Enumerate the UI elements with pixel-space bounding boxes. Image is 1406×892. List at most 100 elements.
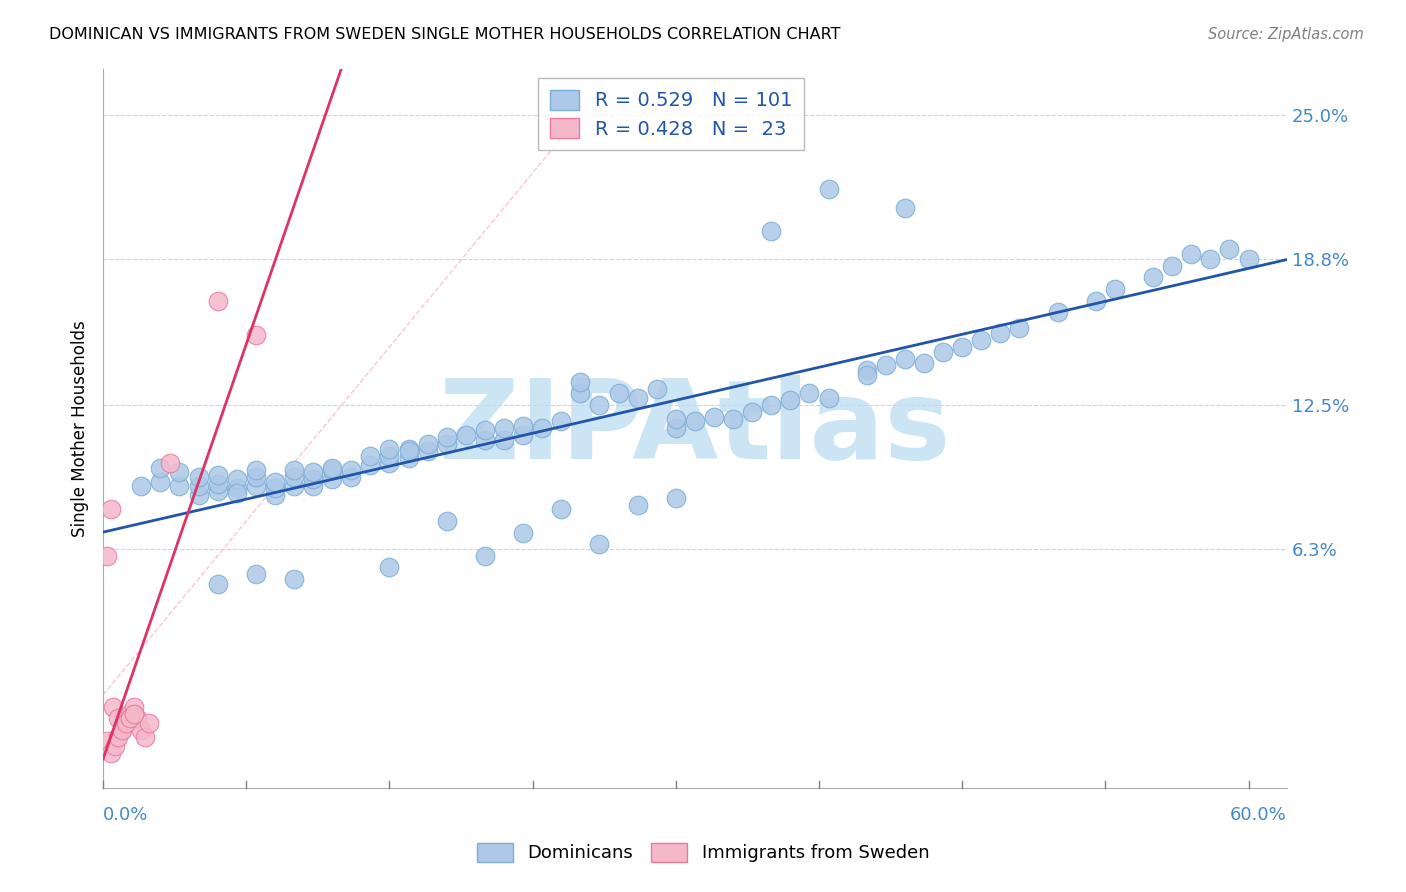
Point [131,479,153,493]
Point [436,437,458,451]
Point [264,488,287,502]
Point [283,470,305,484]
Point [149,460,172,475]
Point [970,333,993,347]
Point [264,482,287,496]
Point [187,488,209,502]
Point [169,465,191,479]
Point [187,470,209,484]
Point [118,706,141,721]
Point [627,391,650,405]
Point [111,723,134,737]
Point [321,460,343,475]
Point [1142,270,1164,285]
Point [761,224,783,238]
Point [550,502,572,516]
Point [875,359,897,373]
Point [118,711,141,725]
Point [855,363,877,377]
Y-axis label: Single Mother Households: Single Mother Households [72,319,89,536]
Point [894,201,917,215]
Point [207,467,229,482]
Point [398,451,420,466]
Point [799,386,821,401]
Legend: Dominicans, Immigrants from Sweden: Dominicans, Immigrants from Sweden [470,836,936,870]
Point [950,340,973,354]
Point [1237,252,1260,266]
Point [398,442,420,456]
Point [115,715,138,730]
Point [207,483,229,498]
Point [741,405,763,419]
Point [245,567,267,582]
Point [761,398,783,412]
Point [817,182,839,196]
Text: 60.0%: 60.0% [1230,806,1286,824]
Point [665,412,688,426]
Point [225,482,247,496]
Point [107,730,129,744]
Point [932,344,955,359]
Point [245,463,267,477]
Point [1104,282,1126,296]
Text: ZIPAtlas: ZIPAtlas [439,375,950,482]
Point [264,475,287,489]
Point [122,706,145,721]
Point [107,711,129,725]
Point [127,711,149,725]
Point [169,479,191,493]
Point [245,328,267,343]
Point [607,386,630,401]
Point [627,498,650,512]
Point [378,449,401,463]
Point [474,433,496,447]
Point [779,393,801,408]
Point [321,463,343,477]
Point [340,470,363,484]
Point [149,475,172,489]
Point [359,449,381,463]
Point [531,421,554,435]
Point [283,572,305,586]
Text: Source: ZipAtlas.com: Source: ZipAtlas.com [1208,27,1364,42]
Point [378,442,401,456]
Point [988,326,1011,340]
Point [111,723,134,737]
Point [683,414,706,428]
Point [283,479,305,493]
Point [492,433,515,447]
Point [1161,259,1184,273]
Point [703,409,725,424]
Point [187,479,209,493]
Point [569,386,592,401]
Point [378,560,401,574]
Point [245,479,267,493]
Point [122,699,145,714]
Point [721,412,744,426]
Point [398,444,420,458]
Point [321,472,343,486]
Point [436,514,458,528]
Point [96,734,118,748]
Point [103,739,125,753]
Point [134,730,156,744]
Point [1046,305,1069,319]
Point [302,479,325,493]
Point [207,476,229,491]
Point [512,525,534,540]
Point [96,549,118,563]
Point [1218,243,1240,257]
Point [588,398,610,412]
Point [550,414,572,428]
Point [245,470,267,484]
Legend: R = 0.529   N = 101, R = 0.428   N =  23: R = 0.529 N = 101, R = 0.428 N = 23 [538,78,804,151]
Point [416,437,439,451]
Point [207,576,229,591]
Point [138,715,160,730]
Point [1084,293,1107,308]
Point [588,537,610,551]
Point [378,456,401,470]
Point [207,293,229,308]
Point [225,486,247,500]
Point [159,456,181,470]
